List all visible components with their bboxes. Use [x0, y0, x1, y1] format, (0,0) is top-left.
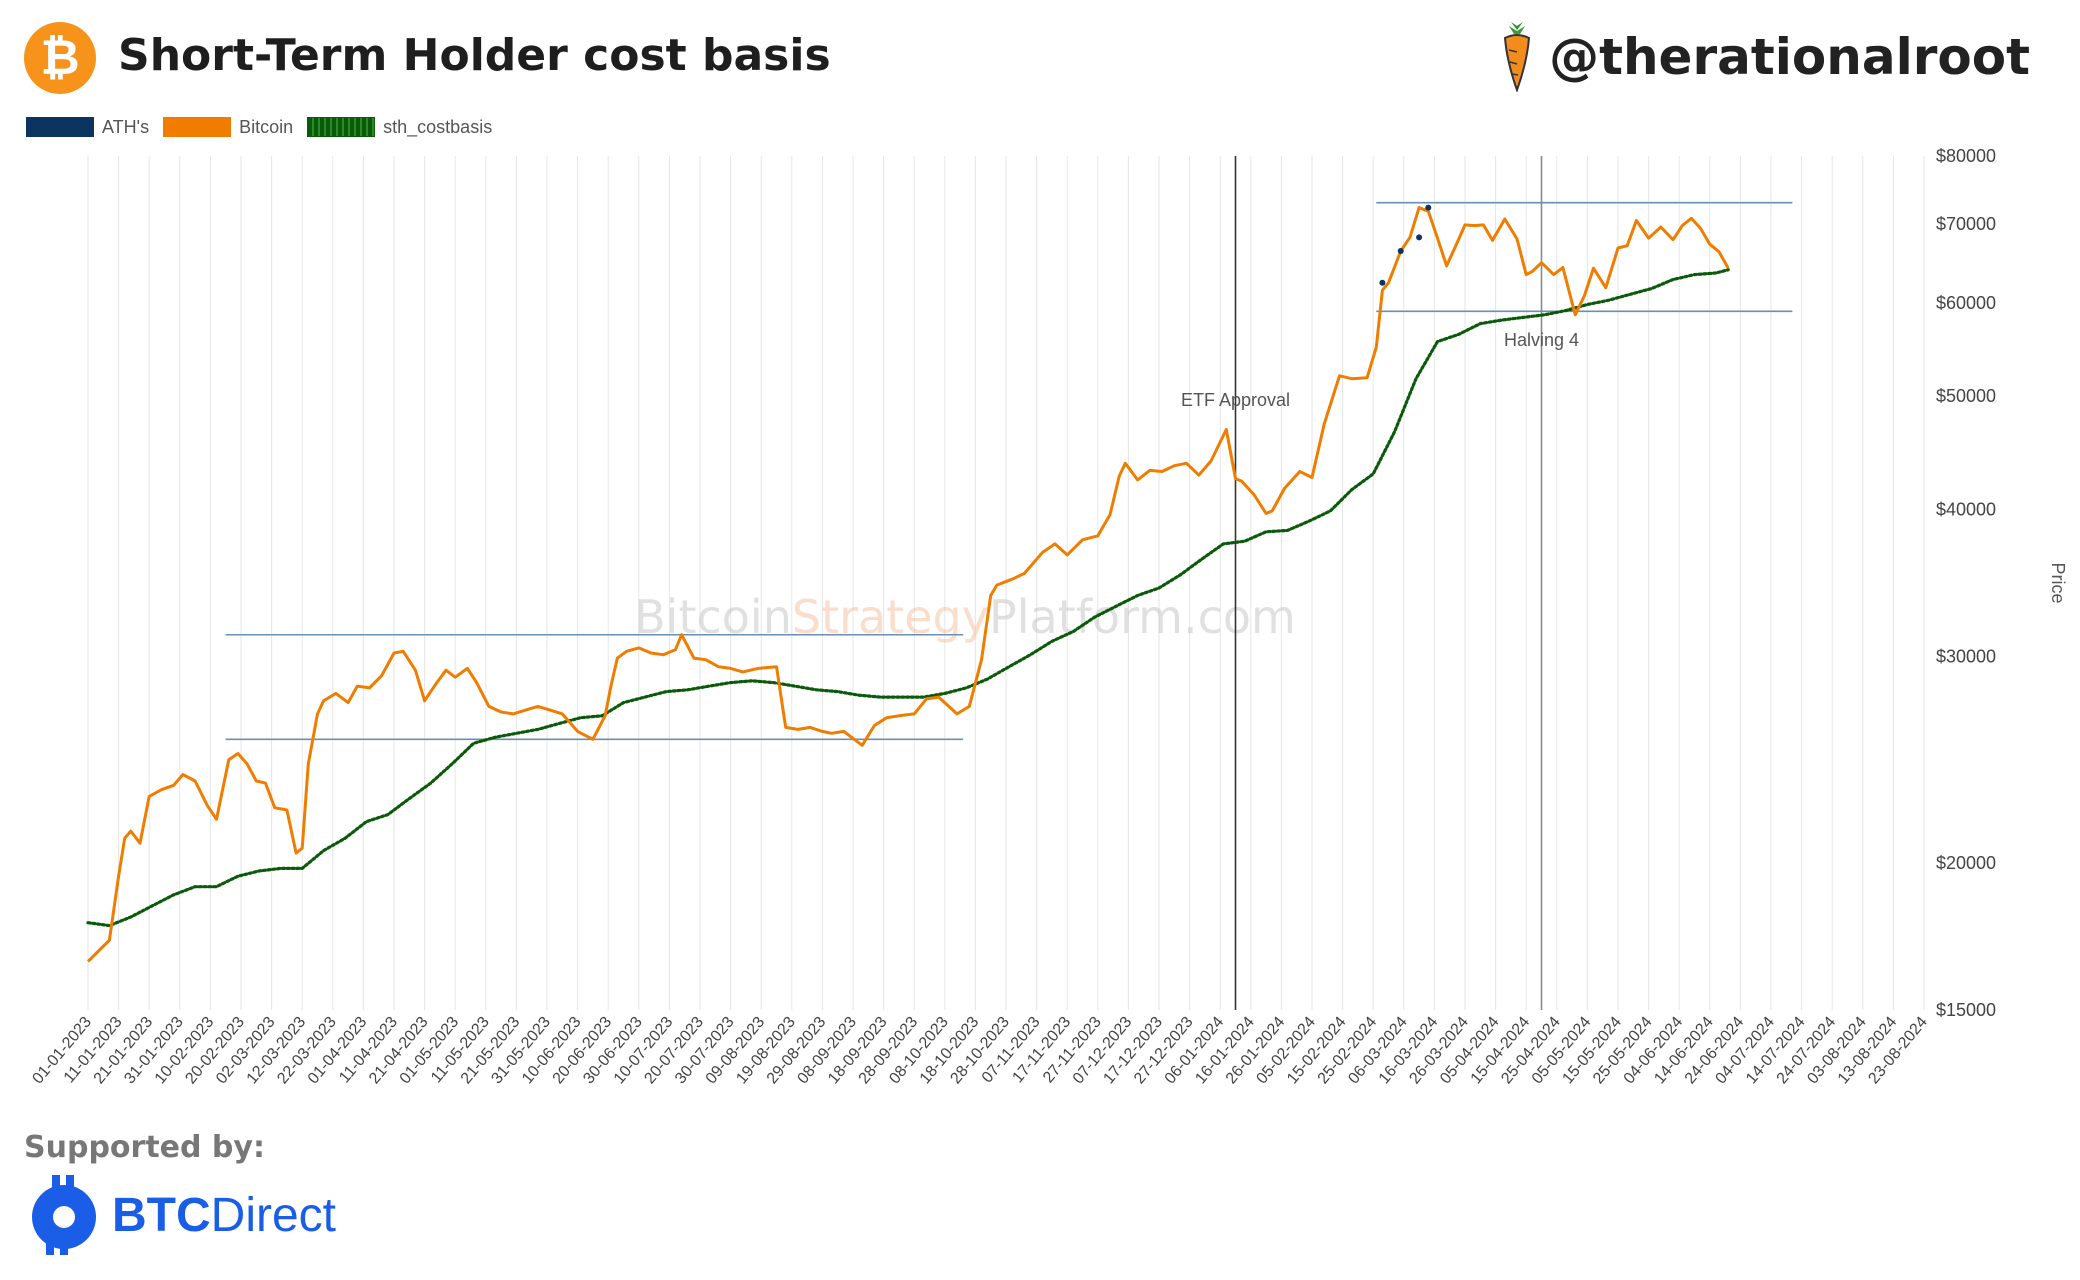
- ath-point: [1397, 248, 1404, 255]
- y-tick-label: $70000: [1936, 214, 1996, 234]
- bitcoin-logo-icon: ₿: [24, 22, 96, 94]
- author-handle: @therationalroot: [1549, 28, 2030, 86]
- sponsor-logo[interactable]: BTCDirect: [30, 1175, 336, 1255]
- grid-lines: [87, 156, 1925, 1010]
- y-tick-label: $50000: [1936, 386, 1996, 406]
- author-handle-group: @therationalroot: [1497, 22, 2030, 92]
- watermark-part-1: Bitcoin: [634, 590, 792, 644]
- chart-legend: ATH's Bitcoin sth_costbasis: [26, 114, 506, 140]
- legend-swatch-bitcoin: [163, 117, 232, 137]
- legend-label-bitcoin: Bitcoin: [239, 116, 294, 137]
- x-axis: 01-01-202311-01-202321-01-202331-01-2023…: [29, 1014, 1931, 1088]
- watermark: BitcoinStrategyPlatform.com: [634, 590, 1296, 644]
- carrot-icon: [1504, 22, 1531, 92]
- event-label: ETF Approval: [1181, 390, 1290, 410]
- series-group: [86, 204, 1730, 963]
- legend-swatch-ath: [26, 117, 94, 137]
- price-chart: BitcoinStrategyPlatform.com ETF Approval…: [29, 146, 2068, 1088]
- y-tick-label: $80000: [1936, 146, 1996, 166]
- ath-point: [1425, 204, 1432, 211]
- page-title: Short-Term Holder cost basis: [118, 30, 831, 81]
- y-tick-label: $20000: [1936, 853, 1996, 873]
- watermark-part-2: Strategy: [792, 590, 989, 644]
- y-tick-label: $30000: [1936, 646, 1996, 666]
- legend-item-bitcoin[interactable]: Bitcoin: [163, 117, 293, 138]
- btcdirect-logo-icon: [32, 1175, 96, 1255]
- ath-point: [1416, 234, 1423, 241]
- y-tick-label: $40000: [1936, 500, 1996, 520]
- ath-point: [1379, 279, 1386, 286]
- supported-by-label: Supported by:: [24, 1130, 265, 1165]
- series-line-sth-costbasis: [86, 268, 1730, 928]
- y-axis: $15000 $20000 $30000 $40000 $50000 $60000 $700…: [1936, 146, 1996, 1020]
- legend-swatch-sth-costbasis: [307, 117, 376, 137]
- sponsor-name-bold: BTC: [112, 1188, 211, 1242]
- sponsor-name: BTCDirect: [112, 1188, 336, 1243]
- sponsor-name-rest: Direct: [210, 1188, 336, 1242]
- legend-item-sth-costbasis[interactable]: sth_costbasis: [307, 117, 492, 138]
- y-tick-label: $60000: [1936, 293, 1996, 313]
- y-axis-label: Price: [2048, 562, 2068, 603]
- y-tick-label: $15000: [1936, 1000, 1996, 1020]
- series-line-bitcoin: [86, 206, 1730, 963]
- legend-label-ath: ATH's: [102, 116, 150, 137]
- watermark-part-3: Platform.com: [989, 590, 1296, 644]
- header: ₿ Short-Term Holder cost basis @theratio…: [0, 0, 2080, 110]
- legend-label-sth-costbasis: sth_costbasis: [383, 116, 493, 137]
- annotations: ETF Approval Halving 4: [225, 156, 1793, 1010]
- event-label: Halving 4: [1504, 330, 1579, 350]
- legend-item-ath[interactable]: ATH's: [26, 117, 149, 138]
